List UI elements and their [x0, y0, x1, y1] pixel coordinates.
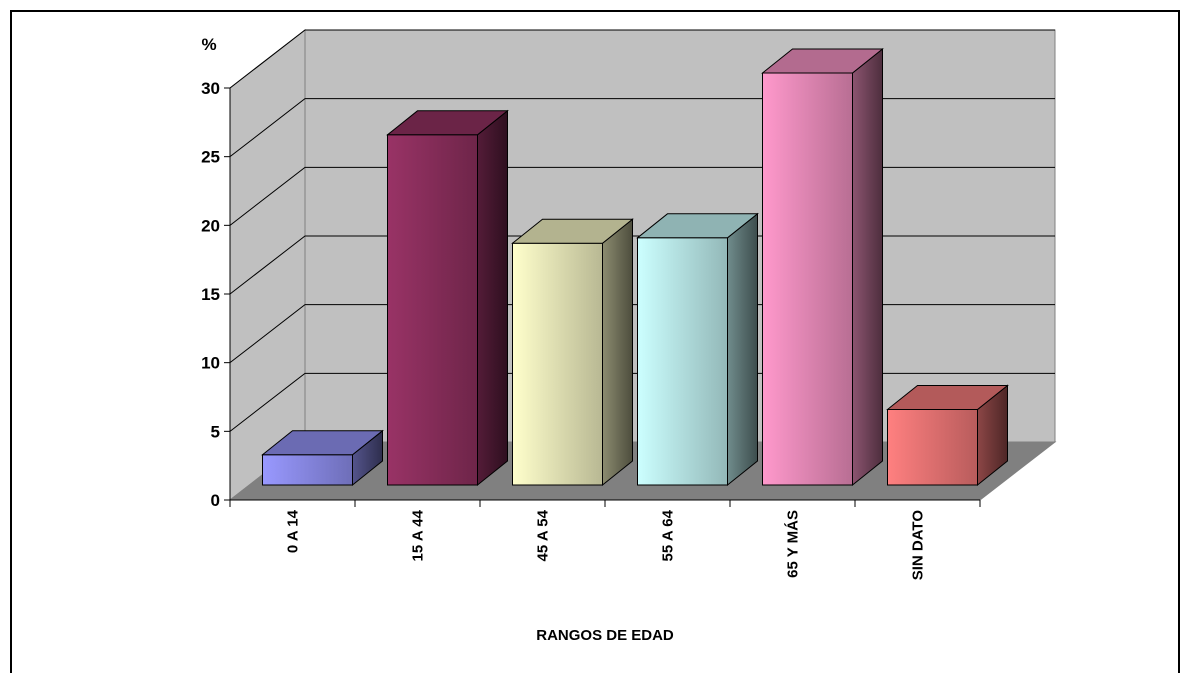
bar-side [602, 218, 633, 487]
x-axis-title: RANGOS DE EDAD [536, 627, 674, 644]
bar-top [886, 384, 1009, 410]
bar-top [261, 430, 384, 456]
bar-front [512, 242, 603, 486]
y-tick-label: 15 [201, 285, 220, 304]
y-axis-title: % [201, 35, 216, 54]
bar-front [637, 237, 728, 486]
bar-side [852, 47, 883, 487]
bar-top [386, 110, 509, 136]
bar-top [636, 213, 759, 239]
bar-top [761, 48, 884, 74]
y-tick-label: 25 [201, 148, 220, 167]
x-category-label: 0 A 14 [285, 509, 302, 553]
bar-front [387, 134, 478, 486]
bar-side [477, 109, 508, 487]
x-category-label: 15 A 44 [410, 509, 427, 561]
chart-frame [10, 10, 1180, 673]
x-category-label: 55 A 64 [660, 509, 677, 561]
y-tick-label: 30 [201, 79, 220, 98]
bar-front [762, 72, 853, 486]
bar-side [727, 212, 758, 487]
y-tick-label: 20 [201, 216, 220, 235]
y-tick-label: 0 [211, 491, 220, 510]
y-tick-label: 5 [211, 422, 220, 441]
x-category-label: SIN DATO [910, 510, 927, 581]
x-category-label: 65 Y MÁS [785, 510, 802, 578]
bar-front [262, 454, 353, 486]
x-category-label: 45 A 54 [535, 509, 552, 561]
bar-front [887, 408, 978, 486]
bar-top [511, 218, 634, 244]
y-tick-label: 10 [201, 354, 220, 373]
gridline [229, 29, 1055, 89]
